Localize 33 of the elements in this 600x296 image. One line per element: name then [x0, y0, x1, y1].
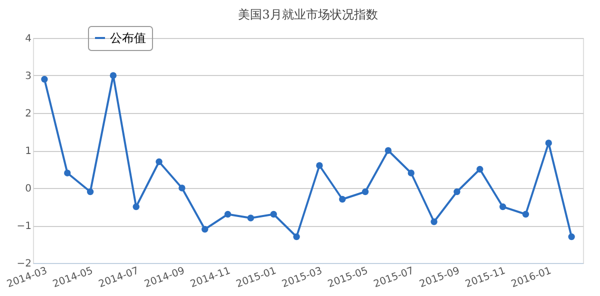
- point: [454, 188, 460, 196]
- y-tick-label: 0: [25, 184, 32, 194]
- y-tick-label: −1: [16, 221, 32, 232]
- point: [522, 210, 530, 218]
- point: [339, 196, 346, 203]
- y-tick-label: 4: [25, 34, 32, 44]
- point: [408, 170, 414, 176]
- point: [156, 158, 162, 166]
- point: [476, 166, 484, 173]
- point: [178, 184, 186, 192]
- point: [110, 72, 117, 79]
- point: [224, 210, 232, 218]
- point: [384, 147, 392, 154]
- point: [499, 203, 506, 210]
- point: [430, 218, 438, 226]
- y-tick-label: −2: [16, 258, 32, 270]
- chart-title: 美国3月就业市场状况指数: [238, 8, 378, 22]
- y-tick-label: 1: [25, 146, 32, 157]
- point: [362, 188, 369, 196]
- point: [247, 214, 254, 222]
- point: [86, 188, 94, 196]
- y-tick-label: 3: [25, 71, 32, 82]
- point: [132, 203, 140, 210]
- point: [316, 162, 323, 169]
- point: [545, 140, 552, 146]
- point: [41, 76, 48, 83]
- y-tick-label: 2: [25, 108, 32, 120]
- point: [293, 233, 300, 240]
- point: [64, 170, 71, 176]
- point: [202, 226, 208, 233]
- point: [568, 233, 575, 240]
- point: [270, 210, 277, 218]
- legend-label: 公布值: [110, 31, 146, 45]
